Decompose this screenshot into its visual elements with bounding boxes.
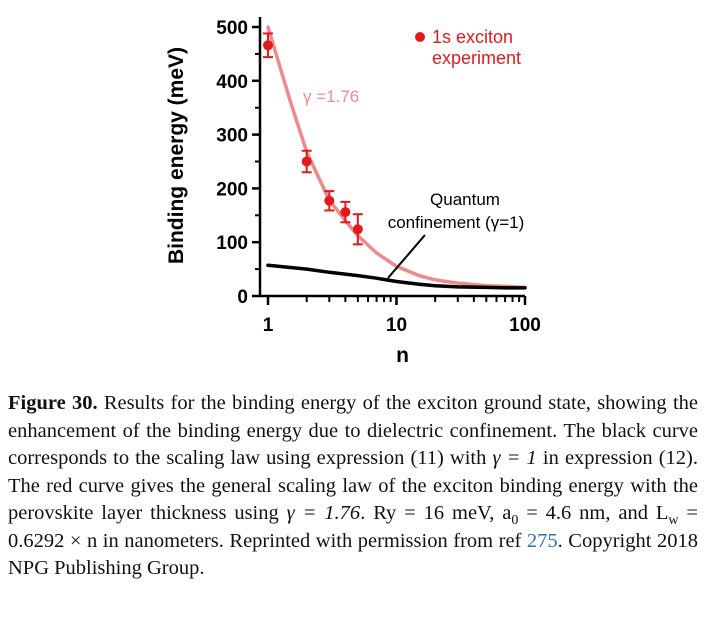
- data-point: [263, 40, 273, 51]
- caption-text-1: Results for the binding energy of the ex…: [8, 392, 698, 469]
- annotation-pointer-line: [387, 234, 426, 279]
- caption-text-2: in expression (12). The red curve gives …: [8, 447, 698, 524]
- caption-sub-w: w: [668, 513, 679, 529]
- y-tick-label: 100: [216, 233, 248, 254]
- axes: [252, 17, 527, 305]
- y-tick-label: 300: [216, 126, 248, 147]
- legend-marker: [415, 32, 425, 42]
- y-tick-label: 500: [216, 18, 248, 39]
- quantum-label-line-2: confinement (γ=1): [388, 213, 525, 232]
- caption-gamma-1: γ = 1: [492, 447, 537, 469]
- caption-gamma-2: γ = 1.76: [286, 502, 361, 524]
- labels: 0 100 200 300 400 500 1 10 100 n Binding energy (m…: [165, 18, 541, 367]
- figure-caption: Figure 30. Results for the binding energ…: [8, 390, 698, 583]
- caption-text-6: . Copyright 2018 NPG Publishing Group.: [8, 529, 698, 580]
- caption-reference-link[interactable]: 275: [526, 529, 558, 552]
- y-tick-label: 200: [216, 179, 248, 200]
- data-point: [301, 156, 312, 167]
- caption-text-4: = 4.6 nm, and L: [518, 502, 669, 524]
- gamma-1-76-label: γ =1.76: [303, 87, 359, 106]
- x-tick-label: 100: [509, 315, 541, 336]
- x-axis-title: n: [396, 344, 409, 367]
- data-point: [352, 224, 363, 235]
- caption-text-3: . Ry = 16 meV, a: [360, 502, 512, 524]
- quantum-confinement-curve: [266, 263, 527, 290]
- caption-text-5: = 0.6292 × n in nanometers. Reprinted wi…: [8, 502, 698, 552]
- quantum-label-line-1: Quantum: [430, 190, 500, 209]
- data-point: [324, 195, 335, 206]
- data-point: [340, 207, 351, 218]
- x-tick-label: 1: [263, 315, 274, 336]
- binding-energy-chart: 0 100 200 300 400 500 1 10 100 n Binding energy (m…: [165, 17, 541, 367]
- caption-label: Figure 30.: [8, 392, 98, 414]
- y-tick-label: 0: [237, 287, 248, 308]
- y-tick-label: 400: [216, 72, 248, 93]
- data-points: [263, 32, 363, 246]
- legend-label-line-2: experiment: [432, 48, 521, 68]
- caption-sub-0: 0: [511, 513, 519, 529]
- legend-label-line-1: 1s exciton: [432, 27, 513, 47]
- x-tick-label: 10: [386, 315, 407, 336]
- y-axis-title: Binding energy (meV): [165, 47, 188, 264]
